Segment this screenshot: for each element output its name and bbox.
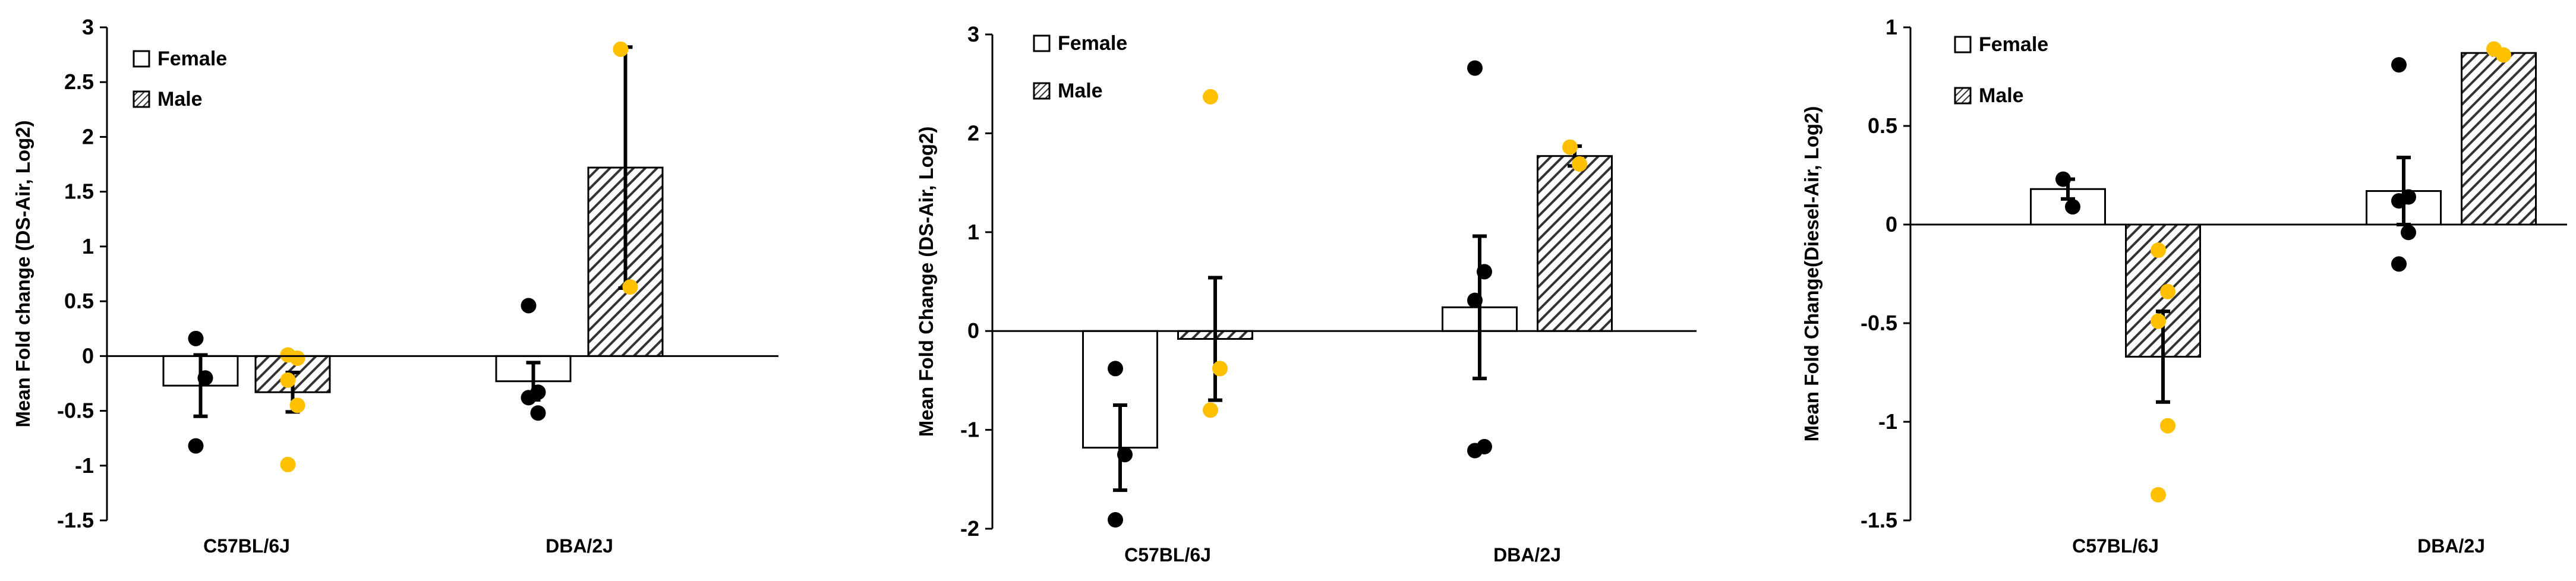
y-axis-label: Mean Fold change (DS-Air, Log2) <box>12 120 34 427</box>
data-point-female <box>1467 60 1483 76</box>
data-point-male <box>1203 402 1218 418</box>
chart-panel-1: -1.5 -1 -0.5 0 0.5 1 1.5 2 2.5 3 Mean Fold change … <box>12 15 778 557</box>
chart-panel-2: -2 -1 0 1 2 3 Mean Fold Change (DS-Air, Log2) C… <box>915 22 1697 566</box>
legend-label-female: Female <box>1058 32 1127 55</box>
legend-label-male: Male <box>1979 84 2024 107</box>
legend-swatch-female <box>133 50 150 68</box>
data-point-male <box>280 372 296 388</box>
data-point-female <box>1117 447 1133 463</box>
data-point-male <box>2160 283 2175 299</box>
y-tick-label: -1 <box>75 453 94 478</box>
x-category-label: C57BL/6J <box>2072 535 2159 557</box>
data-point-female <box>1477 264 1492 280</box>
y-tick-label: -1 <box>1878 409 1897 434</box>
x-category-label: DBA/2J <box>2417 535 2485 557</box>
data-point-female <box>2055 171 2071 187</box>
data-point-male <box>1562 139 1578 155</box>
legend-label-female: Female <box>1979 33 2048 56</box>
data-point-male <box>1203 89 1218 105</box>
data-point-female <box>1108 361 1123 377</box>
legend-swatch-male <box>1033 82 1051 100</box>
y-axis-label: Mean Fold Change(Diesel-Air, Log2) <box>1801 106 1823 442</box>
legend-swatch-male <box>1954 87 1972 105</box>
legend-swatch-male <box>133 90 150 108</box>
y-tick-label: -0.5 <box>1861 311 1897 335</box>
legend-label-male: Male <box>157 88 203 110</box>
legend-label-female: Female <box>157 48 227 70</box>
legend: Female Male <box>133 48 227 110</box>
data-point-female <box>2391 256 2407 272</box>
data-point-female <box>2391 57 2407 73</box>
legend-label-male: Male <box>1058 80 1103 102</box>
data-point-female <box>2401 225 2416 241</box>
data-point-female <box>521 298 537 314</box>
data-point-male <box>622 279 638 295</box>
legend-swatch-female <box>1033 34 1051 52</box>
legend: Female Male <box>1033 32 1127 102</box>
data-point-female <box>197 370 213 386</box>
y-tick-label: 3 <box>967 22 979 46</box>
y-tick-label: 0 <box>82 343 94 368</box>
data-point-male <box>2160 418 2175 434</box>
y-tick-label: 2.5 <box>64 70 94 94</box>
data-point-female <box>1108 512 1123 528</box>
bar-male-dba2j <box>1537 155 1613 332</box>
data-point-female <box>188 330 204 346</box>
y-tick-label: 0 <box>1886 212 1897 236</box>
data-point-female <box>2065 199 2080 215</box>
data-point-female <box>521 390 537 406</box>
y-tick-label: 1 <box>967 220 979 244</box>
data-point-male <box>2151 242 2166 258</box>
legend: Female Male <box>1954 33 2048 107</box>
data-point-female <box>188 438 204 454</box>
data-point-male <box>2151 487 2166 503</box>
data-point-male <box>1572 156 1587 172</box>
data-point-male <box>1212 361 1228 377</box>
data-point-female <box>1467 292 1483 308</box>
data-point-female <box>1467 443 1483 459</box>
data-point-male <box>280 456 296 472</box>
y-tick-label: 0 <box>967 318 979 343</box>
x-category-label: DBA/2J <box>1493 544 1561 566</box>
y-tick-label: 2 <box>967 121 979 145</box>
data-point-male <box>289 397 305 413</box>
bar-male-dba2j <box>2461 52 2537 226</box>
data-point-male <box>2151 313 2166 329</box>
data-point-female <box>530 405 546 421</box>
x-category-label: C57BL/6J <box>203 535 290 557</box>
data-point-male <box>289 351 305 367</box>
data-point-female <box>2391 193 2407 209</box>
y-tick-label: -1.5 <box>57 508 94 532</box>
y-tick-label: -1.5 <box>1861 508 1897 532</box>
y-axis-label: Mean Fold Change (DS-Air, Log2) <box>915 127 937 437</box>
x-category-label: C57BL/6J <box>1124 544 1211 566</box>
y-tick-label: -2 <box>960 516 979 541</box>
y-tick-label: 0.5 <box>1868 113 1897 138</box>
y-tick-label: 0.5 <box>64 289 94 313</box>
chart-panel-3: -1.5 -1 -0.5 0 0.5 1 Mean Fold Change(Diesel-A… <box>1801 15 2567 557</box>
x-category-label: DBA/2J <box>546 535 613 557</box>
y-tick-label: 1 <box>82 234 94 258</box>
y-tick-label: 3 <box>82 15 94 39</box>
legend-swatch-female <box>1954 36 1972 53</box>
data-point-male <box>613 41 629 57</box>
y-tick-label: 1 <box>1886 15 1897 39</box>
y-tick-label: 2 <box>82 124 94 149</box>
y-tick-label: -0.5 <box>57 399 94 423</box>
y-tick-label: -1 <box>960 418 979 442</box>
y-tick-label: 1.5 <box>64 179 94 204</box>
data-point-male <box>2496 47 2511 63</box>
